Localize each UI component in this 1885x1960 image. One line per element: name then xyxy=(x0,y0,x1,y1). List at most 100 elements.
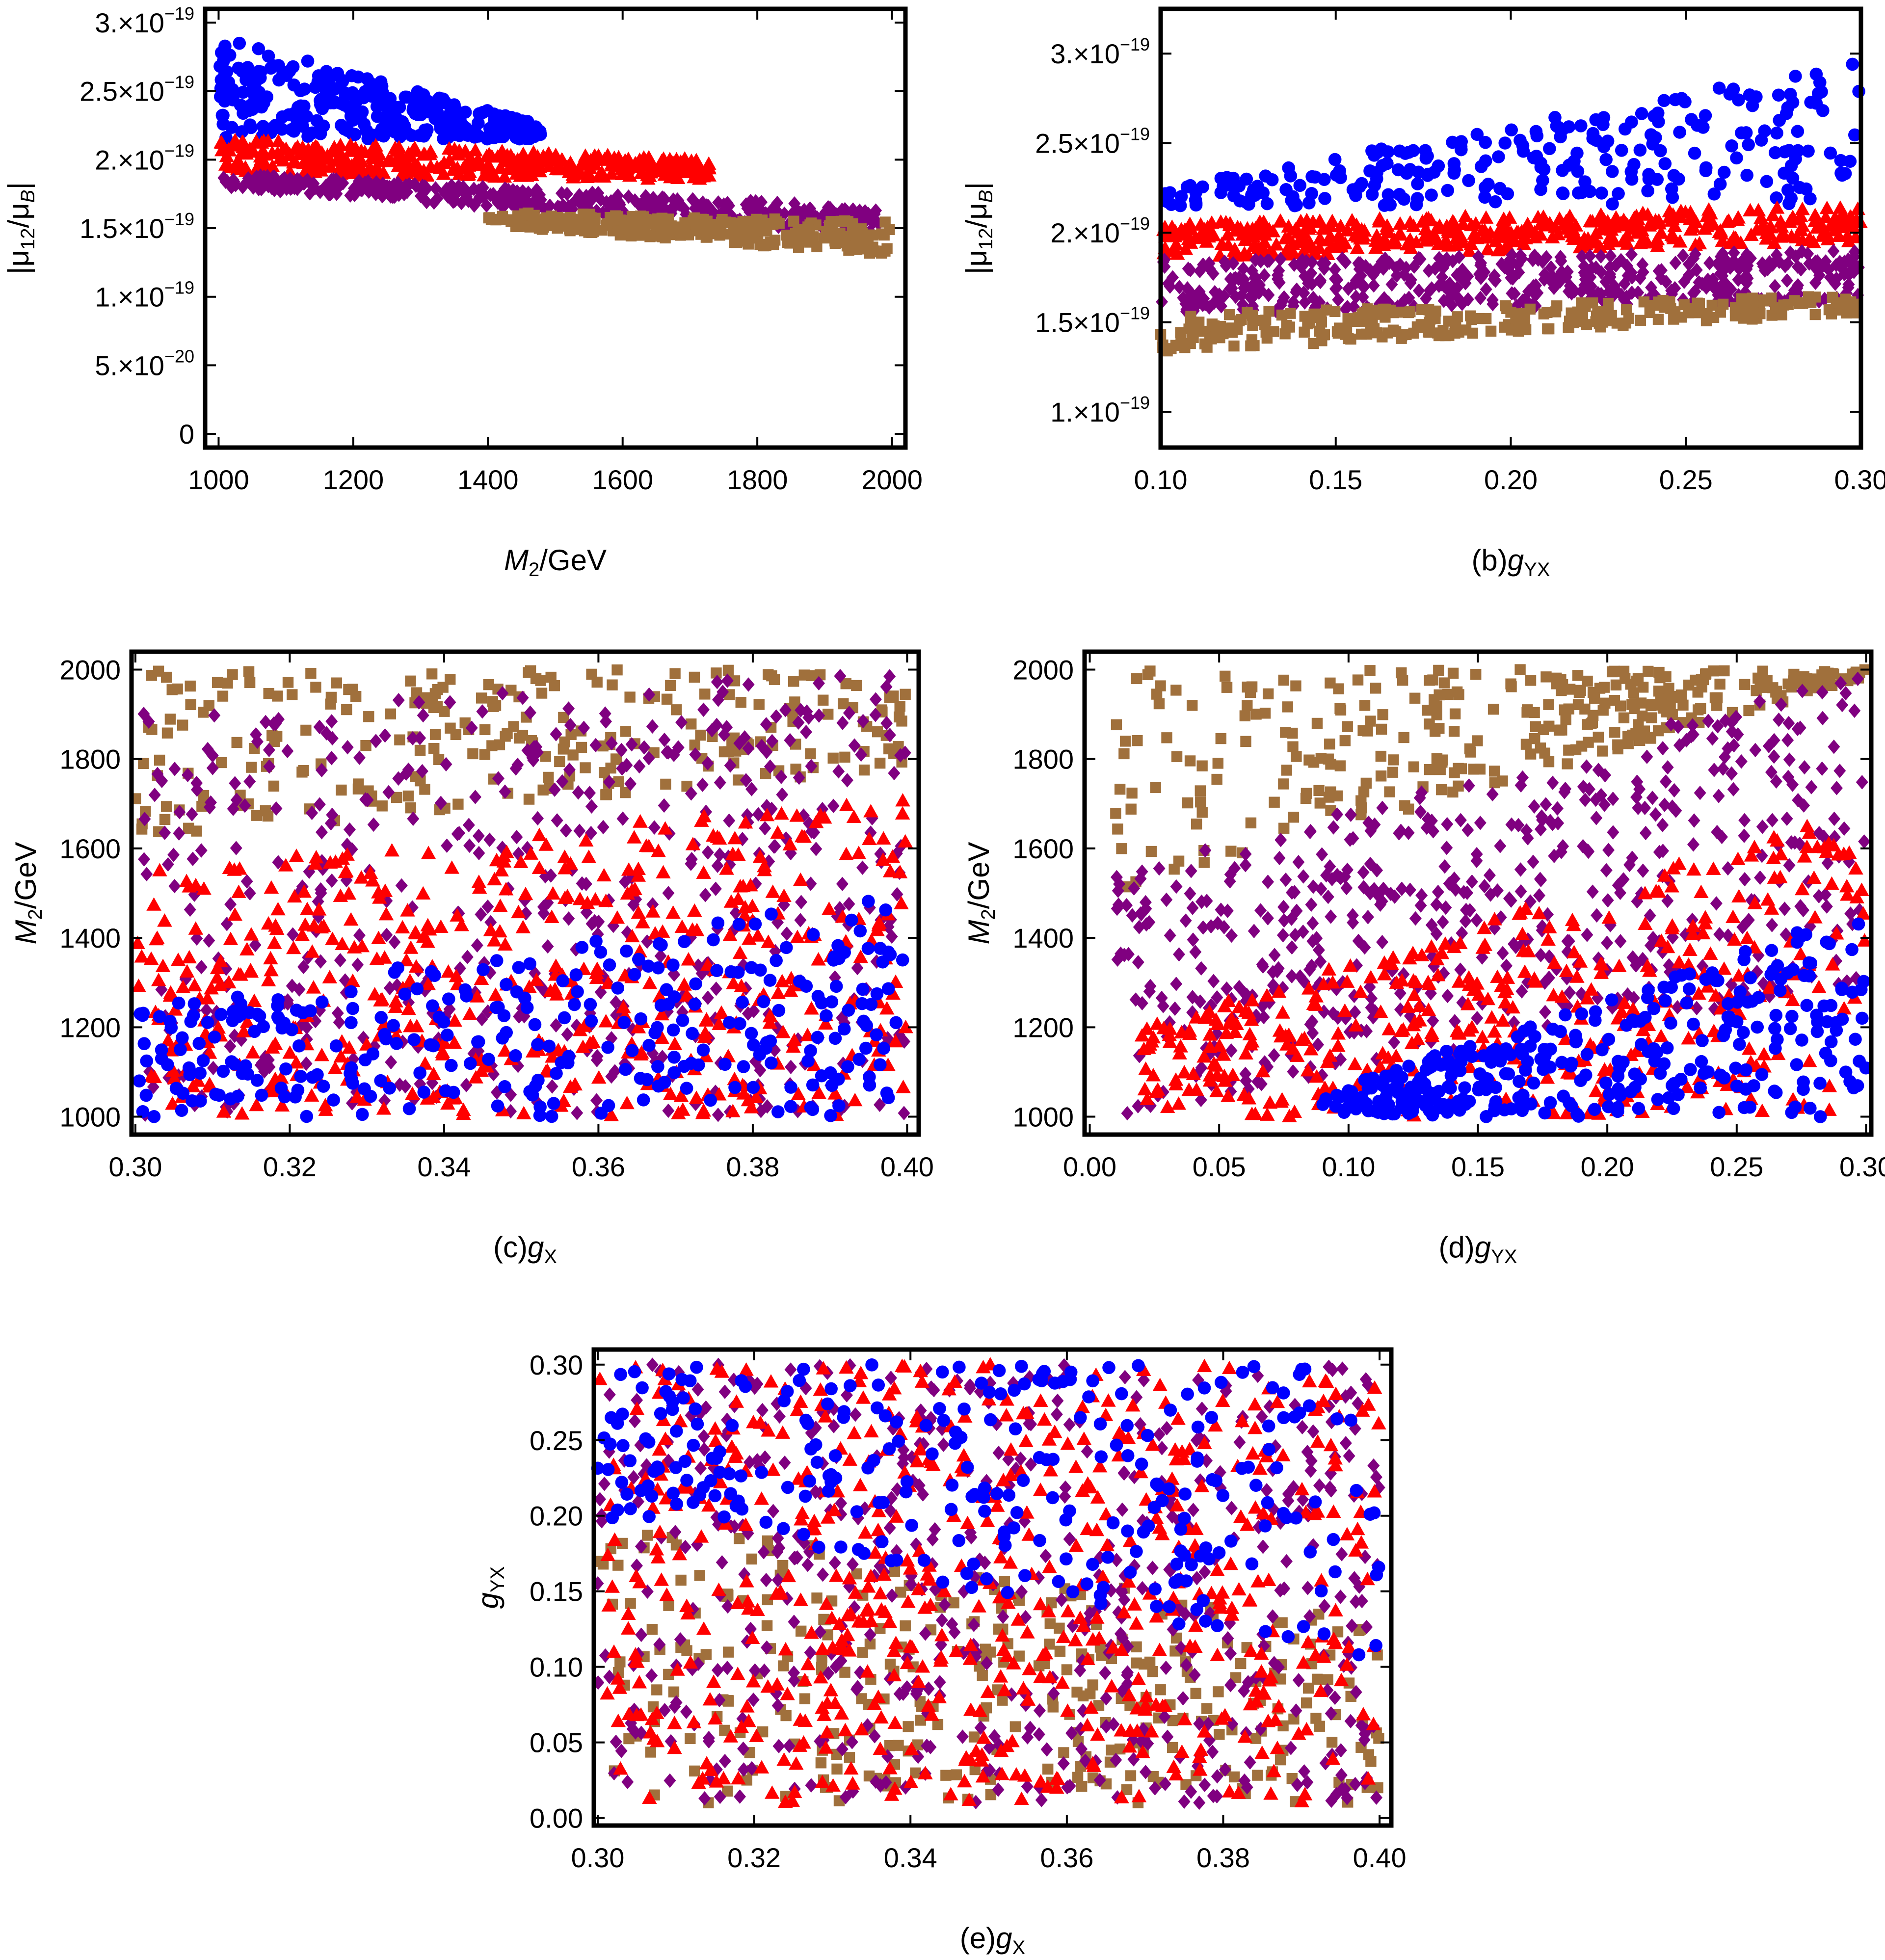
point-blue xyxy=(896,953,909,967)
point-purple xyxy=(249,727,262,742)
point-blue xyxy=(666,958,680,972)
point-brown xyxy=(580,762,591,773)
point-brown xyxy=(1325,759,1336,770)
point-brown xyxy=(1449,767,1460,778)
point-purple xyxy=(572,785,584,800)
point-red xyxy=(290,139,305,153)
point-red xyxy=(1697,221,1713,235)
point-brown xyxy=(789,696,800,708)
point-brown xyxy=(1162,345,1173,357)
point-blue xyxy=(477,963,490,977)
point-purple xyxy=(1173,280,1186,294)
point-blue xyxy=(345,985,358,999)
point-red xyxy=(487,169,503,183)
point-red xyxy=(667,1036,683,1050)
point-purple xyxy=(1235,288,1248,303)
point-purple xyxy=(658,191,670,206)
point-blue xyxy=(575,941,589,954)
point-red xyxy=(473,158,488,171)
point-purple xyxy=(616,811,629,826)
point-blue xyxy=(428,969,441,982)
point-blue xyxy=(498,1080,511,1093)
point-red xyxy=(596,169,611,183)
point-brown xyxy=(753,699,765,710)
point-red xyxy=(1815,228,1830,242)
point-brown xyxy=(737,216,749,227)
point-brown xyxy=(754,239,766,250)
point-brown xyxy=(782,237,794,248)
point-blue xyxy=(465,128,478,141)
point-blue xyxy=(617,1016,631,1029)
point-red xyxy=(1319,246,1334,260)
point-red xyxy=(1238,232,1253,246)
point-red xyxy=(1469,231,1485,244)
point-blue xyxy=(1816,104,1830,117)
point-purple xyxy=(379,728,392,743)
x-tick-label: 0.34 xyxy=(417,1151,471,1182)
point-blue xyxy=(1713,177,1727,191)
point-blue xyxy=(696,1043,710,1057)
point-red xyxy=(597,151,612,165)
point-purple xyxy=(578,720,590,736)
point-red xyxy=(1458,209,1473,223)
point-purple xyxy=(461,950,474,964)
point-brown xyxy=(1615,700,1626,712)
point-brown xyxy=(1345,333,1356,345)
y-tick-label: 1600 xyxy=(59,833,121,864)
point-brown xyxy=(1408,761,1419,772)
point-purple xyxy=(467,1046,480,1061)
point-brown xyxy=(1653,666,1665,678)
point-brown xyxy=(731,237,743,248)
point-brown xyxy=(834,227,846,239)
series-blue xyxy=(1158,57,1865,212)
point-purple xyxy=(857,714,870,729)
point-brown xyxy=(1196,325,1208,337)
point-brown xyxy=(1184,755,1196,767)
point-brown xyxy=(806,670,817,682)
point-blue xyxy=(1498,136,1512,150)
point-blue xyxy=(1824,146,1837,160)
point-red xyxy=(423,159,439,173)
point-brown xyxy=(1361,328,1373,340)
point-red xyxy=(614,166,630,180)
point-purple xyxy=(605,1031,618,1046)
point-blue xyxy=(861,942,875,955)
point-brown xyxy=(1572,670,1584,681)
point-purple xyxy=(652,195,664,210)
point-blue xyxy=(301,130,315,143)
point-purple xyxy=(1757,259,1770,274)
point-brown xyxy=(138,758,149,769)
point-red xyxy=(1713,223,1728,237)
point-purple xyxy=(208,708,221,723)
point-brown xyxy=(1562,758,1573,769)
point-purple xyxy=(537,900,550,914)
point-purple xyxy=(1437,293,1450,308)
point-brown xyxy=(272,690,283,702)
point-brown xyxy=(1424,764,1435,775)
point-brown xyxy=(679,217,690,229)
point-brown xyxy=(1364,665,1376,676)
point-red xyxy=(235,134,250,148)
point-blue xyxy=(1846,57,1859,71)
point-purple xyxy=(476,1011,488,1027)
point-purple xyxy=(281,993,294,1008)
point-red xyxy=(503,148,519,162)
panel-c: 0.30 0.32 0.34 0.36 0.38 0.401000120014001600… xyxy=(9,649,934,1268)
point-purple xyxy=(529,196,541,211)
point-purple xyxy=(556,774,569,789)
point-blue xyxy=(516,114,529,128)
point-blue xyxy=(346,1077,359,1090)
point-purple xyxy=(186,807,198,821)
point-brown xyxy=(1618,712,1630,723)
point-purple xyxy=(1457,273,1469,288)
point-brown xyxy=(1711,692,1723,704)
x-tick-label: 1000 xyxy=(188,464,249,495)
point-purple xyxy=(723,857,736,872)
point-blue xyxy=(873,1058,887,1071)
point-purple xyxy=(471,938,483,953)
point-purple xyxy=(1456,263,1469,277)
point-blue xyxy=(811,1031,824,1044)
point-purple xyxy=(1632,285,1645,300)
point-red xyxy=(221,159,237,173)
